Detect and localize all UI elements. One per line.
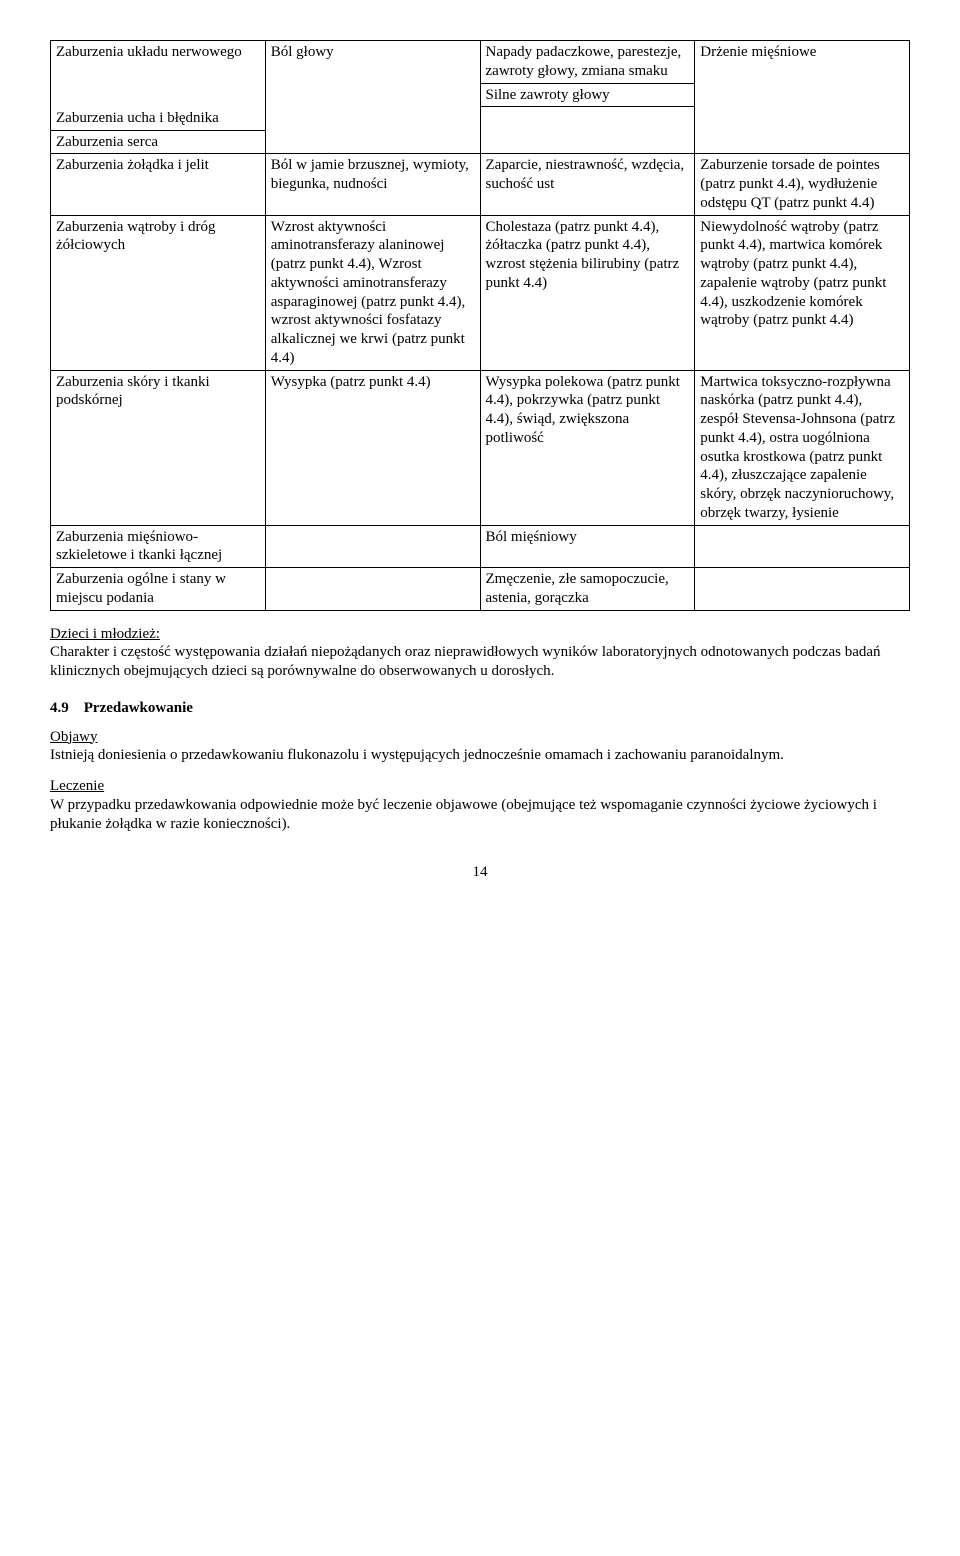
table-row: Zaburzenia układu nerwowego Ból głowy Na… [51, 41, 910, 84]
cell: Zaburzenia serca [51, 130, 266, 154]
cell: Ból mięśniowy [480, 525, 695, 568]
cell: Wysypka (patrz punkt 4.4) [265, 370, 480, 525]
cell [265, 525, 480, 568]
section-number: 4.9 [50, 700, 69, 716]
cell [265, 107, 480, 154]
cell [695, 568, 910, 611]
table-row: Zaburzenia ogólne i stany w miejscu poda… [51, 568, 910, 611]
cell: Zaburzenia skóry i tkanki podskórnej [51, 370, 266, 525]
cell: Zaburzenia żołądka i jelit [51, 154, 266, 215]
cell: Zaburzenie torsade de pointes (patrz pun… [695, 154, 910, 215]
treatment-text: W przypadku przedawkowania odpowiednie m… [50, 797, 877, 832]
symptoms-text: Istnieją doniesienia o przedawkowaniu fl… [50, 747, 784, 763]
children-text: Charakter i częstość występowania działa… [50, 644, 881, 679]
cell: Wzrost aktywności aminotransferazy alani… [265, 215, 480, 370]
cell [695, 525, 910, 568]
table-row: Zaburzenia mięśniowo-szkieletowe i tkank… [51, 525, 910, 568]
cell: Zaburzenia ucha i błędnika [51, 107, 266, 130]
cell: Silne zawroty głowy [480, 83, 695, 107]
cell [265, 568, 480, 611]
cell: Drżenie mięśniowe [695, 41, 910, 107]
cell: Zaburzenia wątroby i dróg żółciowych [51, 215, 266, 370]
cell: Zaparcie, niestrawność, wzdęcia, suchość… [480, 154, 695, 215]
cell: Zaburzenia ogólne i stany w miejscu poda… [51, 568, 266, 611]
cell [480, 107, 695, 154]
cell: Napady padaczkowe, parestezje, zawroty g… [480, 41, 695, 84]
cell: Niewydolność wątroby (patrz punkt 4.4), … [695, 215, 910, 370]
page-number: 14 [50, 863, 910, 882]
section-4-9-heading: 4.9 Przedawkowanie [50, 699, 910, 718]
treatment-heading: Leczenie [50, 778, 104, 794]
symptoms-heading: Objawy [50, 729, 98, 745]
table-row: Zaburzenia żołądka i jelit Ból w jamie b… [51, 154, 910, 215]
table-row: Zaburzenia skóry i tkanki podskórnej Wys… [51, 370, 910, 525]
symptoms-section: Objawy Istnieją doniesienia o przedawkow… [50, 728, 910, 766]
children-heading: Dzieci i młodzież: [50, 626, 160, 642]
cell: Zaburzenia układu nerwowego [51, 41, 266, 107]
cell [695, 107, 910, 154]
cell: Wysypka polekowa (patrz punkt 4.4), pokr… [480, 370, 695, 525]
cell: Zaburzenia mięśniowo-szkieletowe i tkank… [51, 525, 266, 568]
children-section: Dzieci i młodzież: Charakter i częstość … [50, 625, 910, 681]
table-row: Zaburzenia wątroby i dróg żółciowych Wzr… [51, 215, 910, 370]
treatment-section: Leczenie W przypadku przedawkowania odpo… [50, 777, 910, 833]
cell: Ból w jamie brzusznej, wymioty, biegunka… [265, 154, 480, 215]
cell: Cholestaza (patrz punkt 4.4), żółtaczka … [480, 215, 695, 370]
cell: Ból głowy [265, 41, 480, 107]
table-row: Zaburzenia ucha i błędnika [51, 107, 910, 130]
cell: Martwica toksyczno-rozpływna naskórka (p… [695, 370, 910, 525]
adverse-reactions-table: Zaburzenia układu nerwowego Ból głowy Na… [50, 40, 910, 611]
cell: Zmęczenie, złe samopoczucie, astenia, go… [480, 568, 695, 611]
section-title: Przedawkowanie [84, 700, 193, 716]
